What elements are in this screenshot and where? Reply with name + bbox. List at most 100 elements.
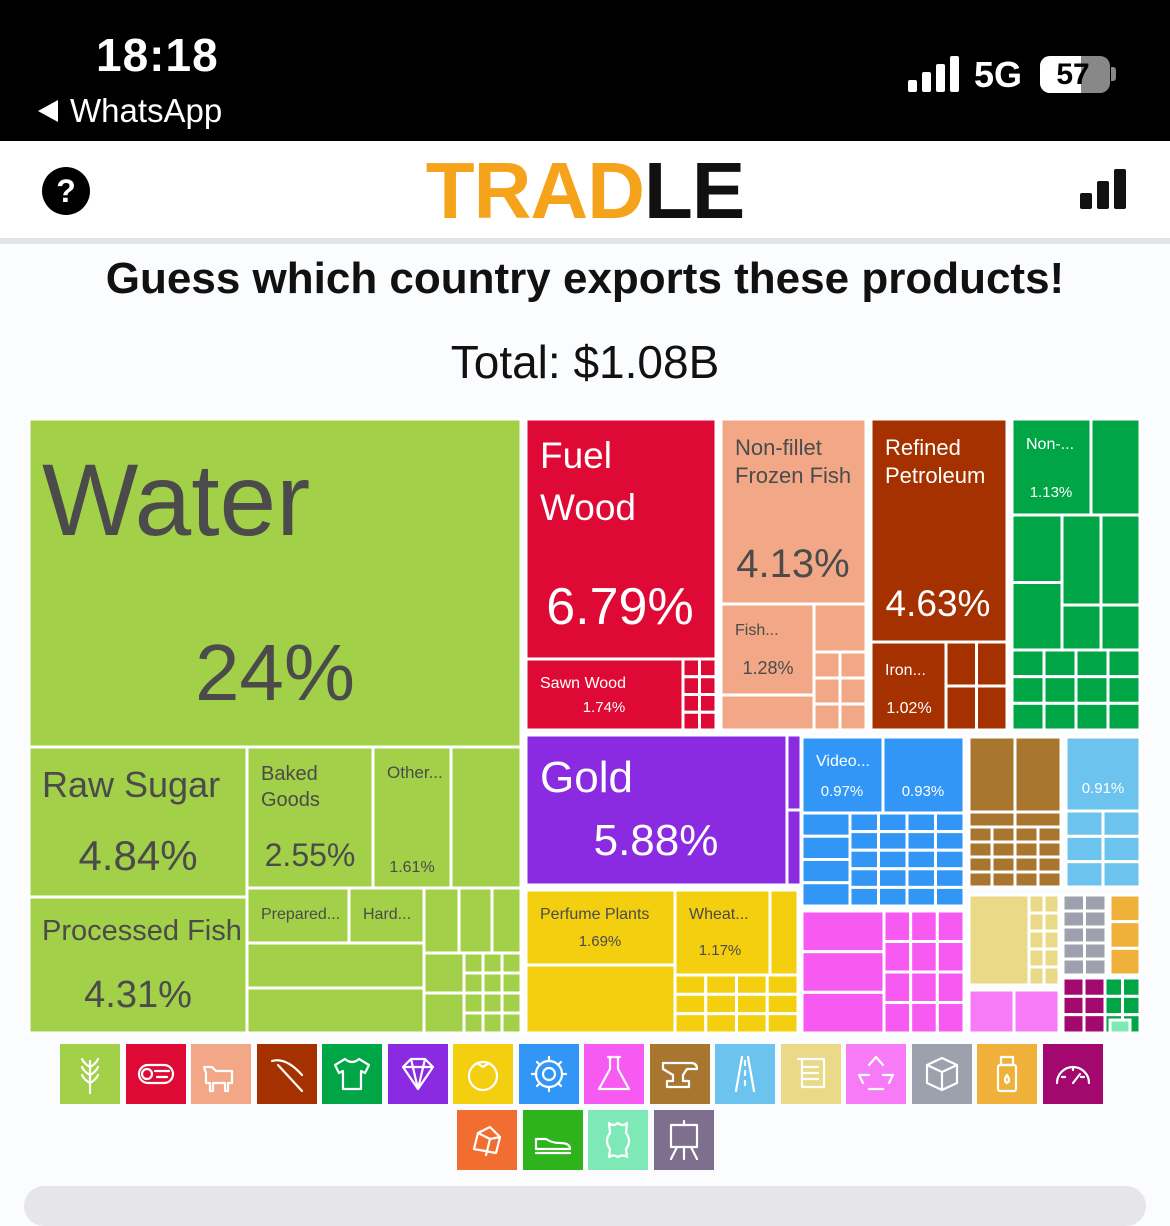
processed-fish-value: 4.31% xyxy=(84,974,192,1016)
food-small-tile xyxy=(768,888,800,977)
veg-small-tile xyxy=(422,886,461,955)
other-veg-tile xyxy=(371,745,453,890)
network-label: 5G xyxy=(974,54,1023,95)
frozen-fish-label: Frozen Fish xyxy=(735,463,851,488)
metal-small-tile xyxy=(1013,735,1063,814)
perfume-plants-value: 1.69% xyxy=(579,933,622,950)
gear-icon[interactable] xyxy=(518,1044,579,1104)
veg-small-tile xyxy=(481,1011,504,1035)
veg-small-tile xyxy=(245,986,426,1035)
box-icon[interactable] xyxy=(911,1044,972,1104)
metal-small-tile xyxy=(990,840,1017,859)
metal-small-tile xyxy=(967,840,994,859)
plastic-small-tile xyxy=(967,988,1016,1035)
animal-small-tile xyxy=(812,676,842,706)
easel-icon[interactable] xyxy=(653,1110,714,1170)
shirt-icon[interactable] xyxy=(322,1044,382,1104)
metal-small-tile xyxy=(1013,870,1040,889)
transport-small-tile xyxy=(1064,860,1105,889)
scroll-icon[interactable] xyxy=(780,1044,841,1104)
guess-input-bar[interactable] xyxy=(24,1186,1146,1226)
stone-small-tile xyxy=(1083,909,1108,929)
gauge-icon[interactable] xyxy=(1042,1044,1103,1104)
diamond-icon[interactable] xyxy=(387,1044,448,1104)
perfume-plants-tile xyxy=(524,888,677,967)
wood-small-tile xyxy=(698,675,718,696)
bottle-icon[interactable] xyxy=(977,1044,1037,1104)
machine-small-tile xyxy=(877,867,909,889)
back-app-label: WhatsApp xyxy=(70,92,223,129)
instrument-small-tile xyxy=(1061,994,1086,1017)
misc-small-tile xyxy=(1103,1013,1124,1035)
metal-small-tile xyxy=(967,825,994,844)
transport-1-tile xyxy=(1064,735,1142,813)
paper-small-tile xyxy=(1027,947,1046,969)
instrument-small-tile xyxy=(1082,1013,1107,1035)
transport-small-tile xyxy=(1064,809,1105,838)
machine-small-tile xyxy=(934,848,966,871)
paper-small-tile xyxy=(1042,893,1061,915)
chemical-small-tile xyxy=(800,909,886,954)
food-small-tile xyxy=(765,992,800,1016)
battery-icon: 57 xyxy=(1040,56,1110,93)
machine-small-tile xyxy=(934,885,966,908)
misc-small-tile xyxy=(1103,994,1124,1017)
wood-small-tile xyxy=(698,693,718,714)
hard-tile xyxy=(347,886,426,945)
pickaxe-icon[interactable] xyxy=(256,1044,317,1104)
road-icon[interactable] xyxy=(715,1044,775,1104)
machines-2-value: 0.93% xyxy=(902,783,945,800)
paper-small-tile xyxy=(1027,965,1046,987)
gold-value: 5.88% xyxy=(594,816,719,865)
fuel-wood-label: Wood xyxy=(540,487,636,528)
textile-small-tile xyxy=(1106,648,1142,679)
textile-small-tile xyxy=(1089,417,1142,517)
bar-chart-icon[interactable] xyxy=(1080,169,1128,209)
machine-small-tile xyxy=(934,830,966,852)
question-heading: Guess which country exports these produc… xyxy=(105,254,1065,303)
paper-small-tile xyxy=(1027,893,1046,915)
tomato-icon[interactable] xyxy=(453,1044,513,1104)
wheat-icon[interactable] xyxy=(60,1044,120,1104)
machine-small-tile xyxy=(800,834,852,861)
food-small-tile xyxy=(735,992,769,1016)
video-label: Video... xyxy=(816,753,870,770)
shoe-icon[interactable] xyxy=(522,1110,583,1170)
refined-petroleum-label: Petroleum xyxy=(885,463,985,488)
food-small-tile xyxy=(735,973,769,996)
fuel-wood-label: Fuel xyxy=(540,435,612,476)
machine-small-tile xyxy=(877,848,909,871)
textile-small-tile xyxy=(1010,648,1046,679)
misc-small-tile xyxy=(1108,946,1142,977)
metal-small-tile xyxy=(1036,855,1063,874)
wood-small-tile xyxy=(681,693,701,714)
video-value: 0.97% xyxy=(821,783,864,800)
plastic-small-tile xyxy=(1012,988,1061,1035)
metal-small-tile xyxy=(967,870,994,889)
stone-icon[interactable] xyxy=(457,1110,517,1170)
wood-small-tile xyxy=(681,675,701,696)
cow-icon[interactable] xyxy=(191,1044,251,1104)
processed-fish-label: Processed Fish xyxy=(42,915,242,947)
gold-label: Gold xyxy=(540,753,633,802)
other-veg-value: 1.61% xyxy=(389,859,434,876)
question-icon[interactable]: ? xyxy=(42,167,90,215)
baked-goods-tile xyxy=(245,745,375,890)
metal-small-tile xyxy=(1013,810,1063,889)
back-to-app-link[interactable]: WhatsApp xyxy=(38,92,222,130)
fish-small-tile xyxy=(719,602,816,697)
chemical-small-tile xyxy=(935,1001,966,1035)
textile-small-tile xyxy=(1099,603,1142,652)
water-label: Water xyxy=(42,443,310,557)
food-small-tile xyxy=(673,973,708,996)
machine-small-tile xyxy=(877,811,909,834)
recycle-icon[interactable] xyxy=(846,1044,906,1104)
refined-petroleum-label: Refined xyxy=(885,435,961,460)
hide-icon[interactable] xyxy=(588,1110,648,1170)
paper-small-tile xyxy=(1042,947,1061,969)
log-icon[interactable] xyxy=(125,1044,186,1104)
instrument-small-tile xyxy=(1082,976,1107,998)
anvil-icon[interactable] xyxy=(649,1044,710,1104)
veg-small-tile xyxy=(245,941,426,990)
flask-icon[interactable] xyxy=(584,1044,644,1104)
